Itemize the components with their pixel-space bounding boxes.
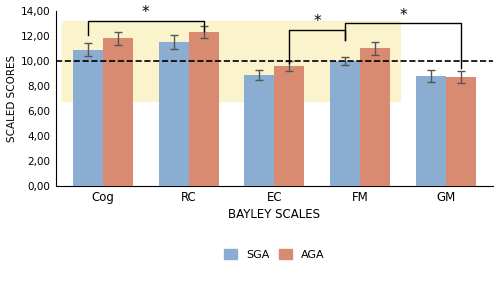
Bar: [330, 61, 360, 186]
Bar: [188, 32, 218, 186]
X-axis label: BAYLEY SCALES: BAYLEY SCALES: [228, 208, 320, 221]
Text: *: *: [314, 14, 321, 29]
Bar: [416, 76, 446, 186]
Bar: [103, 38, 133, 186]
Bar: [73, 50, 103, 186]
Legend: SGA, AGA: SGA, AGA: [220, 244, 329, 264]
Text: *: *: [399, 8, 407, 23]
Text: *: *: [142, 5, 150, 20]
Bar: [446, 77, 476, 186]
Bar: [158, 42, 188, 186]
Bar: [62, 21, 400, 101]
Bar: [274, 66, 304, 186]
Bar: [360, 48, 390, 186]
Y-axis label: SCALED SCORES: SCALED SCORES: [7, 55, 17, 142]
Bar: [244, 75, 274, 186]
